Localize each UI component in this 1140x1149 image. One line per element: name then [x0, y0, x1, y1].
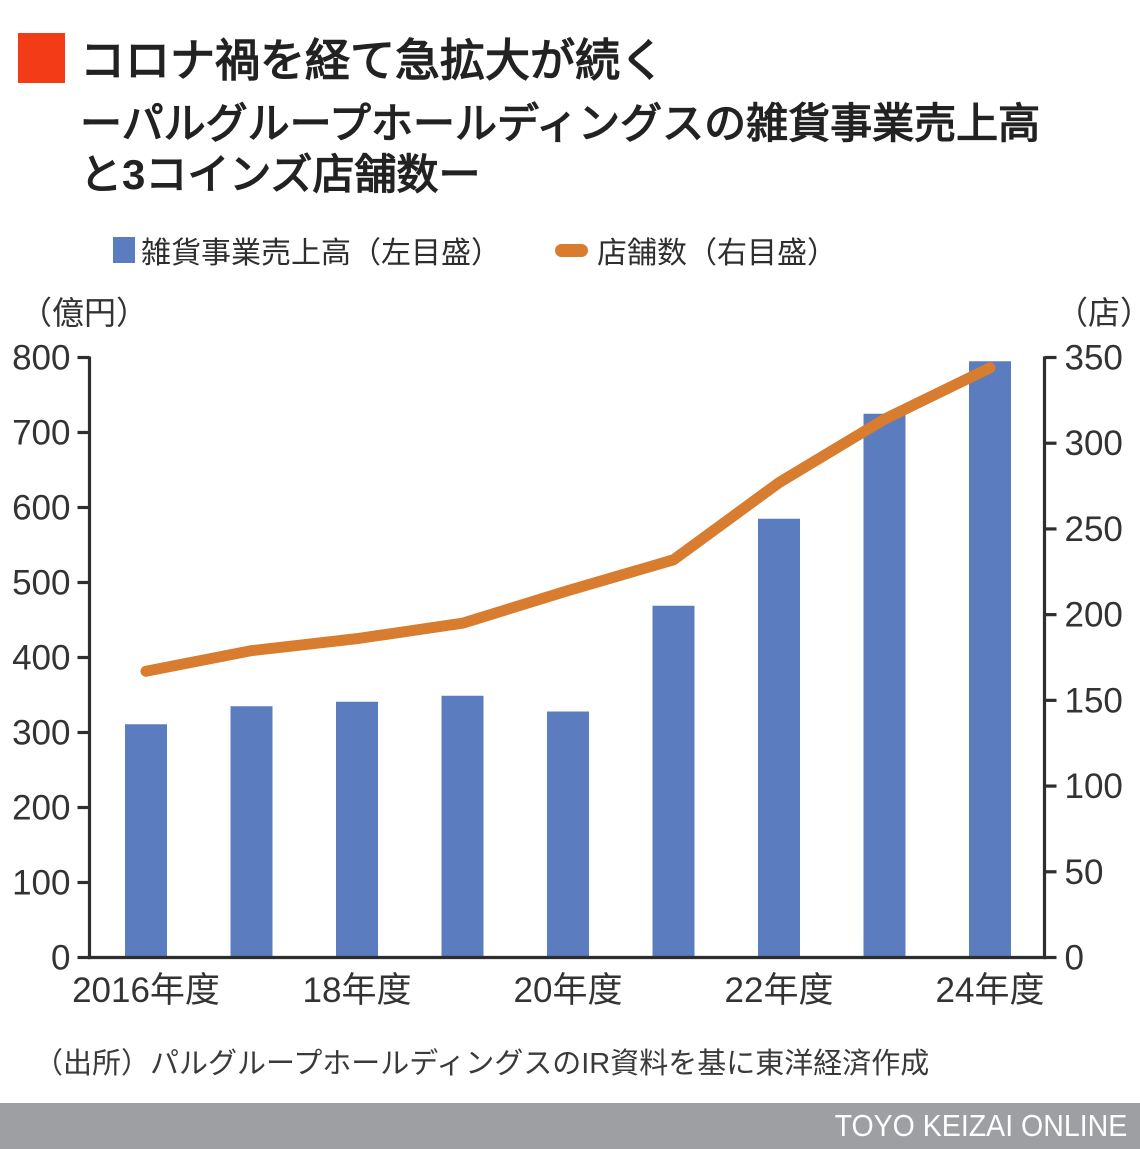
left-axis-tick-label: 300: [12, 714, 70, 753]
footer-brand-text: TOYO KEIZAI ONLINE: [834, 1108, 1128, 1143]
left-axis-tick-label: 200: [12, 789, 70, 828]
bar-1: [125, 724, 167, 958]
line-series-swatch: [555, 243, 588, 257]
left-axis-tick-label: 100: [12, 864, 70, 903]
x-axis-label: 24年度: [936, 971, 1045, 1010]
left-axis-tick-label: 800: [12, 339, 70, 378]
right-axis-tick-label: 250: [1065, 510, 1123, 549]
chart-subtitle: ーパルグループホールディングスの雑貨事業売上高 と3コインズ店舗数ー: [80, 98, 1040, 200]
bar-9: [969, 361, 1011, 958]
chart-subtitle-line1: ーパルグループホールディングスの雑貨事業売上高: [80, 100, 1041, 147]
right-axis-tick-label: 150: [1065, 681, 1123, 720]
x-axis-label: 2016年度: [72, 971, 220, 1010]
left-axis-tick-label: 700: [12, 414, 70, 453]
store-count-line: [140, 362, 996, 677]
left-axis-tick-label: 600: [12, 489, 70, 528]
title-accent-square: [18, 33, 65, 83]
x-axis-label: 18年度: [303, 971, 412, 1010]
bar-7: [758, 518, 800, 958]
legend-item-sales: 雑貨事業売上高（左目盛）: [113, 228, 501, 272]
left-axis-tick-label: 0: [51, 939, 70, 978]
right-axis-tick-label: 0: [1065, 939, 1084, 978]
bar-8: [863, 413, 906, 958]
x-axis-label: 22年度: [725, 971, 834, 1010]
legend-item-stores: 店舗数（右目盛）: [555, 228, 837, 272]
bar-4: [441, 695, 484, 958]
bar-5: [547, 711, 589, 958]
dual-axis-chart: （億円） （店） 0 100 200 300 400 500 600 700 800 0 50 100 15…: [12, 295, 1140, 1010]
bar-series-label: 雑貨事業売上高（左目盛）: [141, 237, 501, 270]
right-axis-unit-label: （店）: [1056, 295, 1140, 331]
bar-3: [336, 701, 378, 958]
right-axis-tick-label: 200: [1065, 596, 1123, 635]
right-axis-tick-label: 350: [1065, 339, 1123, 378]
chart-title: コロナ禍を経て急拡大が続く: [80, 35, 666, 86]
left-axis-tick-label: 400: [12, 639, 70, 678]
bar-2: [230, 706, 273, 958]
right-axis-tick-label: 50: [1065, 853, 1104, 892]
bar-series-swatch: [113, 237, 135, 263]
right-axis-tick-label: 300: [1065, 424, 1123, 463]
bar-6: [652, 605, 695, 958]
footer-bar: TOYO KEIZAI ONLINE: [0, 1103, 1140, 1149]
line-series-label: 店舗数（右目盛）: [597, 237, 837, 270]
right-axis-tick-label: 100: [1065, 767, 1123, 806]
source-note: （出所）パルグループホールディングスのIR資料を基に東洋経済作成: [34, 1048, 930, 1080]
left-axis-tick-label: 500: [12, 564, 70, 603]
chart-subtitle-line2: と3コインズ店舗数ー: [80, 151, 481, 198]
chart-legend: 雑貨事業売上高（左目盛） 店舗数（右目盛）: [113, 228, 837, 272]
left-axis-unit-label: （億円）: [20, 295, 148, 331]
x-axis-label: 20年度: [514, 971, 623, 1010]
